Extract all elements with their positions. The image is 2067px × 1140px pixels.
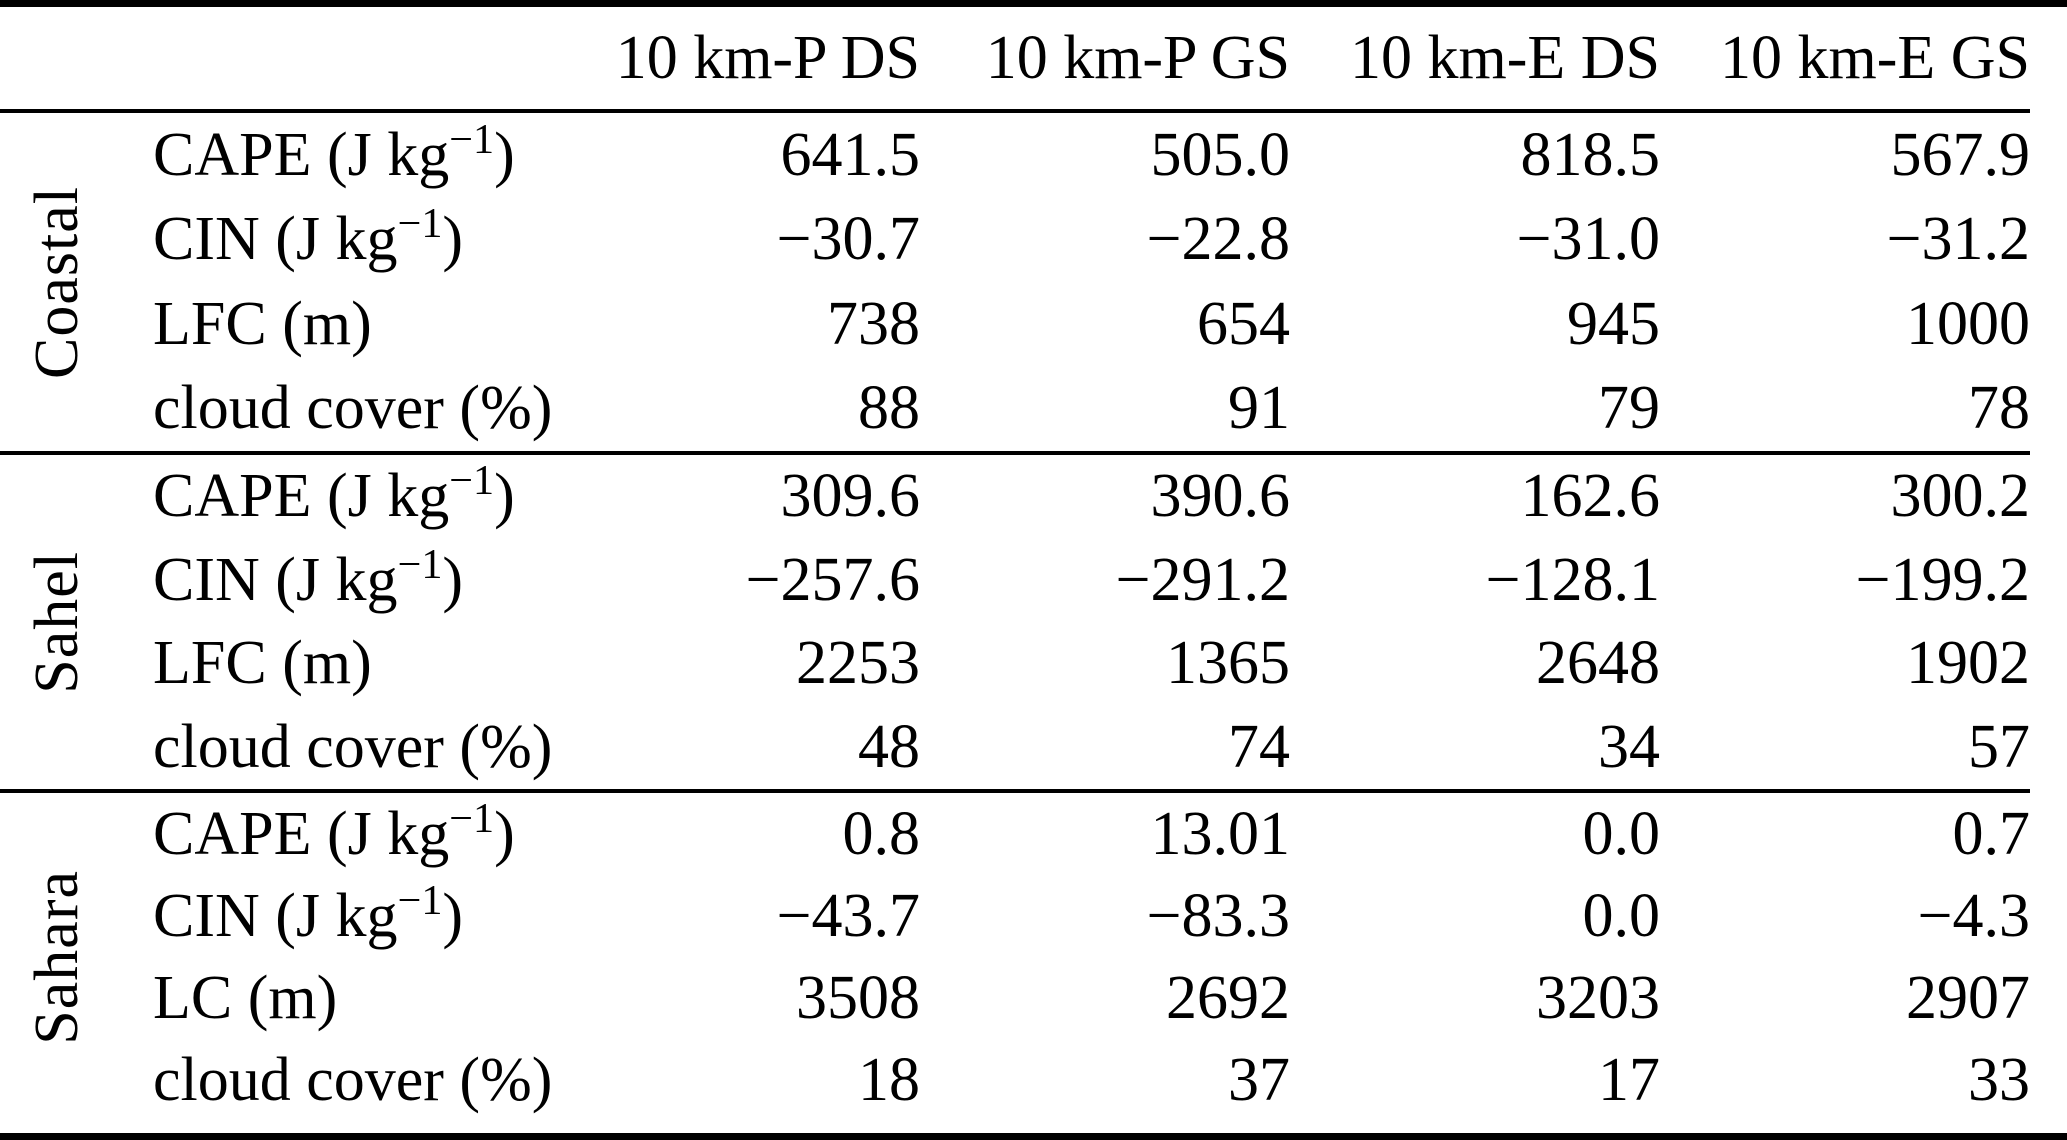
row-label-sahel-cape: CAPE (J kg−1)	[153, 457, 515, 531]
unit-superscript: −1	[449, 794, 495, 842]
value-cell: 0.7	[1952, 799, 2031, 868]
value-cell: 57	[1968, 712, 2030, 781]
section-sahel: Sahel CAPE (J kg−1) 309.6 390.6 162.6 30…	[0, 451, 2030, 789]
value-cell: 78	[1968, 374, 2030, 443]
value-cell: 1000	[1906, 289, 2030, 358]
region-cell-sahara: Sahara	[0, 793, 115, 1121]
value-cell: 0.8	[842, 799, 921, 868]
value-cell: −4.3	[1917, 881, 2030, 950]
value-cell: −22.8	[1146, 205, 1290, 274]
row-label-sahel-cloudcover: cloud cover (%)	[153, 712, 553, 781]
value-cell: 1902	[1906, 629, 2030, 698]
value-cell: 818.5	[1520, 120, 1661, 189]
value-cell: 79	[1598, 374, 1660, 443]
table-header-row: 10 km-P DS 10 km-P GS 10 km-E DS 10 km-E…	[0, 7, 2030, 113]
region-cell-coastal: Coastal	[0, 113, 115, 451]
row-label-coastal-cin: CIN (J kg−1)	[153, 200, 464, 274]
unit-superscript: −1	[449, 115, 495, 163]
value-cell: 390.6	[1150, 462, 1291, 531]
value-cell: 2253	[796, 629, 920, 698]
value-cell: 48	[858, 712, 920, 781]
value-cell: 17	[1598, 1045, 1660, 1114]
row-label-coastal-cape: CAPE (J kg−1)	[153, 115, 515, 189]
value-cell: 34	[1598, 712, 1660, 781]
value-cell: 91	[1228, 374, 1290, 443]
column-header-1: 10 km-P DS	[615, 23, 920, 92]
value-cell: −128.1	[1485, 545, 1660, 614]
value-cell: 162.6	[1520, 462, 1661, 531]
value-cell: 505.0	[1150, 120, 1291, 189]
value-cell: 2648	[1536, 629, 1660, 698]
row-label-sahara-lc: LC (m)	[153, 963, 338, 1032]
value-cell: 33	[1968, 1045, 2030, 1114]
unit-superscript: −1	[397, 876, 443, 924]
row-label-sahel-cin: CIN (J kg−1)	[153, 540, 464, 614]
value-cell: −31.2	[1886, 205, 2030, 274]
value-cell: 641.5	[780, 120, 921, 189]
region-label-sahel: Sahel	[23, 550, 91, 694]
section-sahara: Sahara CAPE (J kg−1) 0.8 13.01 0.0 0.7 C…	[0, 789, 2030, 1121]
value-cell: −43.7	[776, 881, 920, 950]
column-header-2: 10 km-P GS	[985, 23, 1290, 92]
value-cell: −31.0	[1516, 205, 1660, 274]
value-cell: 74	[1228, 712, 1290, 781]
column-header-4: 10 km-E GS	[1720, 23, 2030, 92]
value-cell: −257.6	[745, 545, 920, 614]
value-cell: 18	[858, 1045, 920, 1114]
value-cell: 0.0	[1582, 799, 1661, 868]
row-label-sahara-cloudcover: cloud cover (%)	[153, 1045, 553, 1114]
value-cell: 300.2	[1890, 462, 2031, 531]
row-label-sahara-cin: CIN (J kg−1)	[153, 876, 464, 950]
region-label-sahara: Sahara	[23, 869, 91, 1045]
unit-superscript: −1	[449, 457, 495, 505]
value-cell: −30.7	[776, 205, 920, 274]
value-cell: 567.9	[1890, 120, 2031, 189]
region-label-coastal: Coastal	[23, 185, 91, 379]
value-cell: −291.2	[1115, 545, 1290, 614]
region-cell-sahel: Sahel	[0, 455, 115, 789]
section-coastal: Coastal CAPE (J kg−1) 641.5 505.0 818.5 …	[0, 113, 2030, 451]
value-cell: −199.2	[1855, 545, 2030, 614]
value-cell: 88	[858, 374, 920, 443]
row-label-sahel-lfc: LFC (m)	[153, 629, 372, 698]
value-cell: 3508	[796, 963, 920, 1032]
value-cell: 3203	[1536, 963, 1660, 1032]
row-label-sahara-cape: CAPE (J kg−1)	[153, 794, 515, 868]
value-cell: 654	[1197, 289, 1290, 358]
value-cell: 2692	[1166, 963, 1290, 1032]
row-label-coastal-cloudcover: cloud cover (%)	[153, 374, 553, 443]
value-cell: 13.01	[1150, 799, 1291, 868]
value-cell: 37	[1228, 1045, 1290, 1114]
value-cell: 738	[827, 289, 920, 358]
value-cell: 945	[1567, 289, 1660, 358]
column-header-3: 10 km-E DS	[1350, 23, 1660, 92]
value-cell: 2907	[1906, 963, 2030, 1032]
value-cell: 1365	[1166, 629, 1290, 698]
value-cell: 309.6	[780, 462, 921, 531]
unit-superscript: −1	[397, 200, 443, 248]
value-cell: 0.0	[1582, 881, 1661, 950]
row-label-coastal-lfc: LFC (m)	[153, 289, 372, 358]
unit-superscript: −1	[397, 540, 443, 588]
value-cell: −83.3	[1146, 881, 1290, 950]
